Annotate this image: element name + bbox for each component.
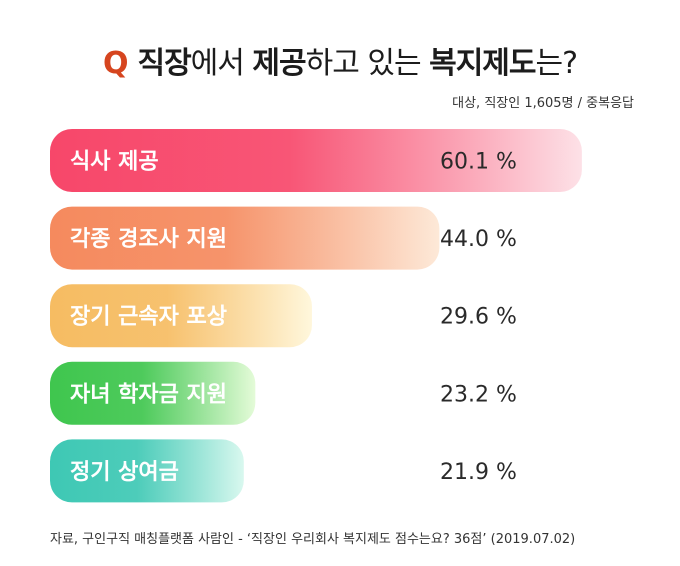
value-label-4: 23.2 % — [440, 382, 517, 407]
chart-subtitle: 대상, 직장인 1,605명 / 중복응답 — [452, 96, 634, 111]
category-label-3: 장기 근속자 포상 — [70, 305, 227, 330]
bar-3 — [50, 284, 312, 348]
value-label-3: 29.6 % — [440, 305, 517, 330]
bar-4 — [50, 361, 256, 425]
category-label-5: 정기 상여금 — [70, 460, 179, 485]
bar-5 — [50, 439, 244, 503]
title-part-6: 는? — [535, 46, 579, 81]
value-label-1: 60.1 % — [440, 150, 517, 175]
title-part-5: 복지제도 — [429, 46, 536, 81]
title-part-4: 하고 있는 — [305, 46, 430, 81]
title-part-2: 에서 — [190, 46, 253, 81]
value-label-5: 21.9 % — [440, 460, 517, 485]
chart-title: Q 직장에서 제공하고 있는 복지제도는? — [0, 38, 680, 82]
value-label-2: 44.0 % — [440, 227, 517, 252]
bar-2 — [50, 206, 440, 270]
title-part-1: 직장 — [137, 46, 191, 81]
category-label-1: 식사 제공 — [70, 150, 159, 175]
category-label-4: 자녀 학자금 지원 — [70, 382, 227, 407]
category-label-2: 각종 경조사 지원 — [70, 227, 227, 252]
source-note: 자료, 구인구직 매칭플랫폼 사람인 - ‘직장인 우리회사 복지제도 점수는요… — [50, 532, 576, 547]
title-part-3: 제공 — [252, 46, 306, 81]
bar-1 — [50, 129, 582, 192]
q-mark-icon: Q — [102, 46, 128, 81]
